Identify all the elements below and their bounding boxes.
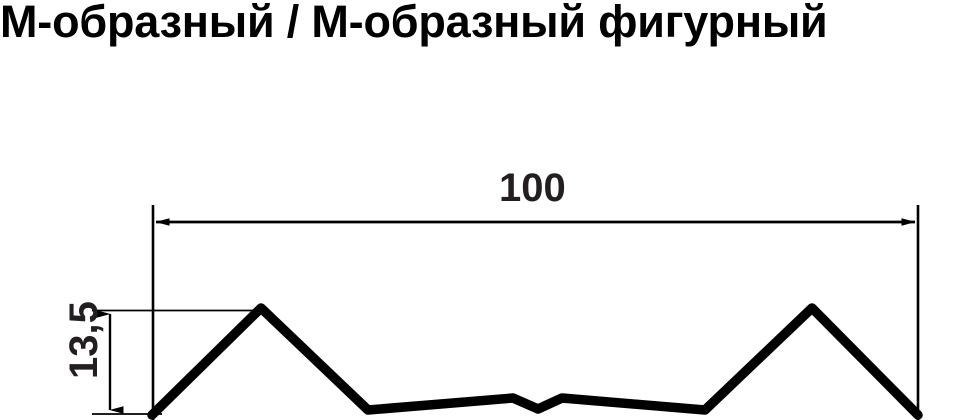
width-dimension-label: 100: [499, 166, 566, 210]
m-profile-path: [147, 303, 923, 420]
page-title: М-образный / М-образный фигурный: [0, 0, 828, 47]
height-dimension-label: 13,5: [62, 301, 106, 379]
